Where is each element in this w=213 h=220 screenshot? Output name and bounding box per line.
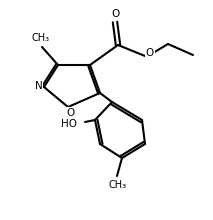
Text: O: O <box>146 48 154 58</box>
Text: O: O <box>111 9 119 19</box>
Text: O: O <box>66 108 74 118</box>
Text: N: N <box>35 81 43 91</box>
Text: HO: HO <box>61 119 77 129</box>
Text: CH₃: CH₃ <box>109 180 127 190</box>
Text: CH₃: CH₃ <box>32 33 50 43</box>
